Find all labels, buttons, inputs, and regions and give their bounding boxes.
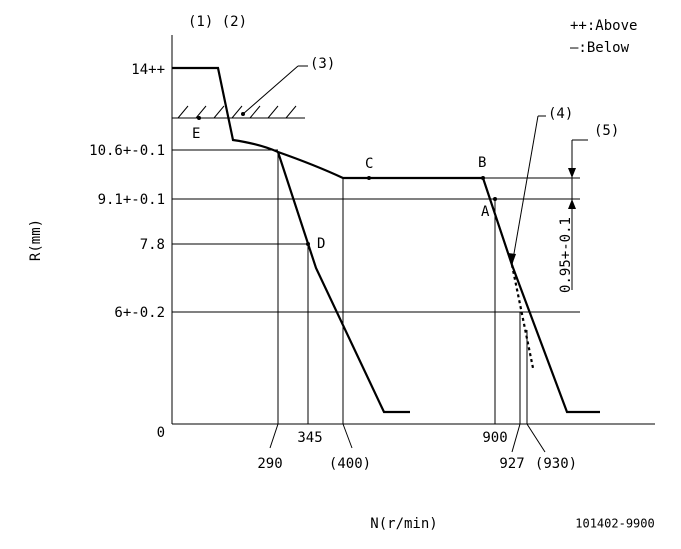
label: 0.95+-0.1 [558,217,574,293]
legend-above: ++:Above [570,18,637,34]
axes [171,35,655,425]
x-label: 290 [257,456,282,472]
label: B [478,155,486,171]
y-label: 9.1+-0.1 [98,192,165,208]
label: D [317,236,325,252]
label: (3) [310,56,335,72]
code: 101402-9900 [575,517,654,531]
x-label: 345 [297,430,322,446]
header-left: (1) (2) [188,14,247,30]
y-label: 14++ [131,62,165,78]
leaders [242,65,588,290]
y-axis-title: R(mm) [28,219,44,261]
texts: (1) (2) ++:Above —:Below (3) (4) (5) E C… [28,14,655,532]
label: C [365,156,373,172]
label: (4) [548,106,573,122]
points [197,112,497,246]
label: A [481,204,490,220]
label: E [192,126,200,142]
x-label: (400) [329,456,371,472]
x-label: 927 [499,456,524,472]
y-label: 10.6+-0.1 [89,143,165,159]
y-label: 7.8 [140,237,165,253]
x-label: (930) [535,456,577,472]
y-label: 6+-0.2 [114,305,165,321]
legend-below: —:Below [570,40,630,56]
y-label: 0 [157,425,165,441]
hatch [172,105,305,119]
guide-lines [172,149,580,453]
x-axis-title: N(r/min) [370,516,437,532]
x-label: 900 [482,430,507,446]
curves [172,66,600,414]
label: (5) [594,123,619,139]
